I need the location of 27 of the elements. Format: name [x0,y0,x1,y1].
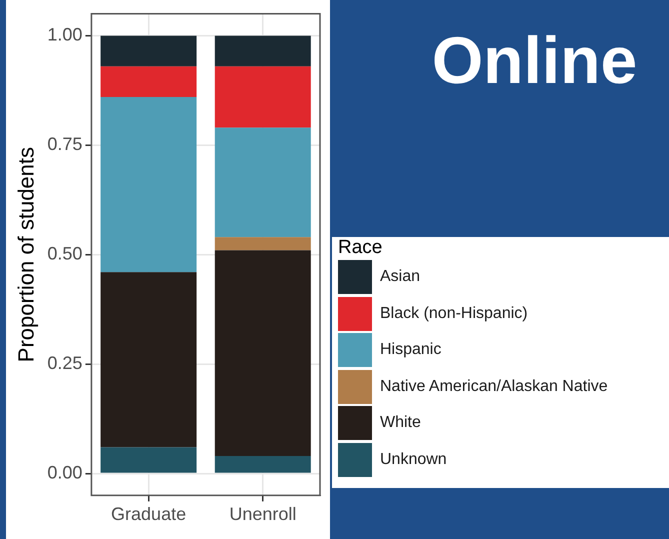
text: Online [430,22,638,98]
legend-title: Race [338,237,384,259]
legend-label: Unknown [380,450,447,469]
bar [214,456,311,473]
x-tick-label: Unenroll [229,504,296,524]
y-tick-label: 0.00 [47,462,82,482]
bar [100,66,197,97]
legend-label: Hispanic [380,341,442,360]
legend-label: White [380,414,421,432]
bar [100,36,197,66]
legend-label: Native American/Alaskan Native [380,378,608,396]
x-tick-label: Graduate [111,504,186,524]
legend-label: Asian [380,268,420,286]
y-axis-title: Proportion of students [13,146,38,362]
y-tick-label: 0.50 [47,244,82,264]
bar [100,447,197,473]
bar [214,36,311,66]
y-tick-label: 1.00 [47,24,82,45]
bar [100,96,197,272]
bar [214,128,311,238]
bar [214,237,311,250]
legend-label: Black (non-Hispanic) [380,304,528,323]
y-tick-label: 0.25 [47,353,82,374]
bar [100,272,197,448]
bar [214,250,311,456]
y-tick-label: 0.75 [47,134,82,154]
bar [214,66,311,128]
